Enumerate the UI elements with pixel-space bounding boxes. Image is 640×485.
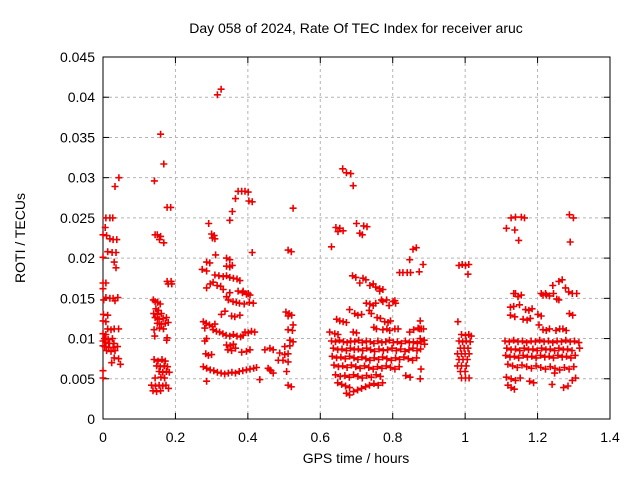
- grid-lines: [103, 57, 610, 419]
- x-tick-label: 1.4: [600, 429, 620, 445]
- x-tick-label: 1.2: [528, 429, 548, 445]
- chart-title: Day 058 of 2024, Rate Of TEC Index for r…: [189, 20, 523, 36]
- x-tick-label: 0: [99, 429, 107, 445]
- x-axis-label: GPS time / hours: [303, 450, 410, 466]
- x-tick-label: 0.6: [311, 429, 331, 445]
- y-tick-label: 0.02: [68, 250, 95, 266]
- y-tick-label: 0.025: [60, 210, 95, 226]
- x-tick-label: 0.2: [166, 429, 186, 445]
- x-tick-label: 0.4: [238, 429, 258, 445]
- y-tick-label: 0.045: [60, 49, 95, 65]
- x-tick-label: 0.8: [383, 429, 403, 445]
- y-tick-label: 0.01: [68, 331, 95, 347]
- y-tick-label: 0: [87, 411, 95, 427]
- axis-labels: Day 058 of 2024, Rate Of TEC Index for r…: [12, 20, 620, 466]
- y-tick-label: 0.035: [60, 129, 95, 145]
- y-axis-label: ROTI / TECUs: [12, 193, 28, 283]
- x-tick-label: 1: [461, 429, 469, 445]
- y-tick-label: 0.03: [68, 170, 95, 186]
- y-tick-label: 0.015: [60, 290, 95, 306]
- y-tick-label: 0.04: [68, 89, 95, 105]
- y-tick-label: 0.005: [60, 371, 95, 387]
- data-points: [99, 85, 584, 399]
- scatter-plus-markers: [99, 85, 584, 399]
